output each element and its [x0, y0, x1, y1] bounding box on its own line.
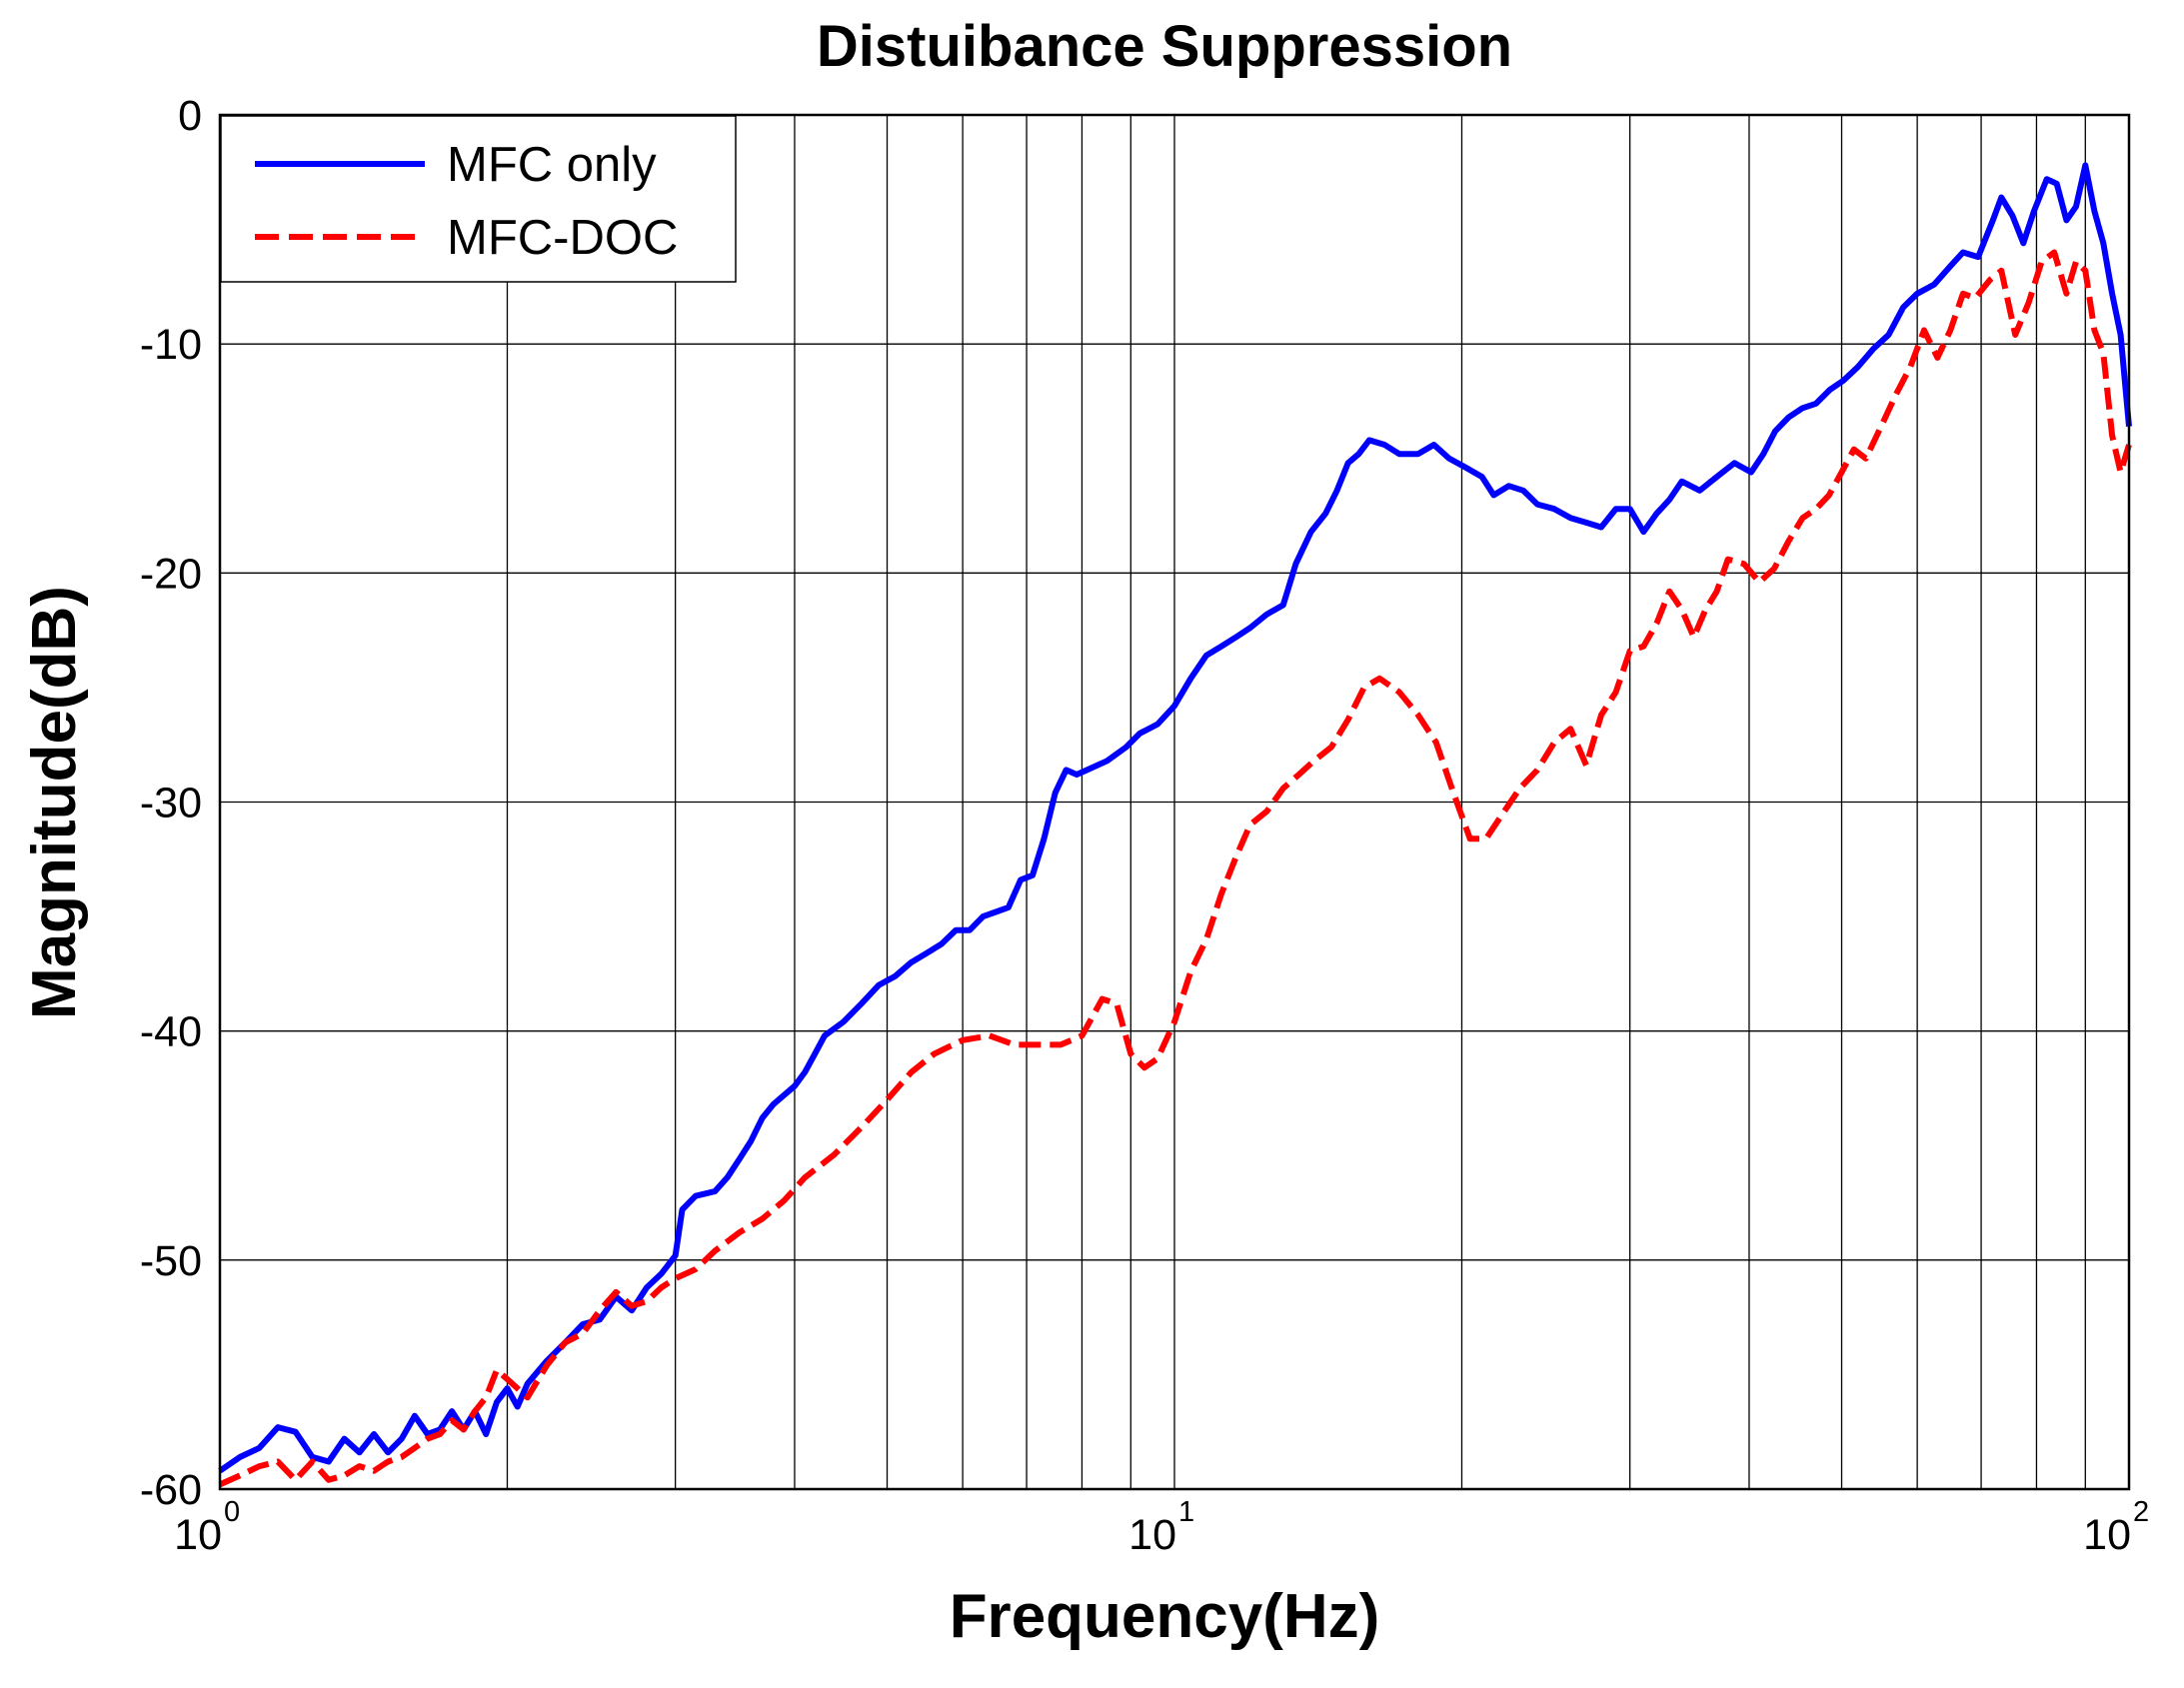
x-tick-label: 10 0	[174, 1496, 240, 1559]
x-axis-label: Frequency(Hz)	[950, 1582, 1380, 1651]
x-tick-exponent: 0	[224, 1496, 240, 1528]
y-tick-label: -10	[140, 321, 202, 369]
x-tick-label: 10 2	[2083, 1496, 2149, 1559]
series-lines	[218, 162, 2132, 1488]
y-tick-label: 0	[178, 92, 202, 140]
legend-label-mfc-only: MFC only	[447, 138, 657, 192]
y-tick-label: -50	[140, 1237, 202, 1285]
x-tick-exponent: 2	[2133, 1496, 2149, 1528]
y-tick-label: -60	[140, 1466, 202, 1514]
x-tick-label: 10 1	[1128, 1496, 1194, 1559]
y-tick-label: -40	[140, 1008, 202, 1056]
series-line-mfc-only	[218, 162, 2132, 1474]
legend: MFC only MFC-DOC	[220, 115, 737, 283]
y-axis-label: Magnitude(dB)	[20, 586, 89, 1019]
x-tick-exponent: 1	[1178, 1496, 1194, 1528]
plot-frame	[218, 113, 2131, 1491]
x-tick-base: 10	[174, 1511, 222, 1559]
y-tick-label: -30	[140, 780, 202, 828]
series-line-mfc-doc	[218, 249, 2132, 1488]
y-tick-label: -20	[140, 550, 202, 598]
legend-box	[220, 115, 737, 283]
x-tick-base: 10	[1128, 1511, 1176, 1559]
grid-lines	[220, 115, 2129, 1489]
legend-label-mfc-doc: MFC-DOC	[447, 211, 678, 265]
chart-title: Distuibance Suppression	[817, 14, 1512, 79]
x-tick-base: 10	[2083, 1511, 2131, 1559]
